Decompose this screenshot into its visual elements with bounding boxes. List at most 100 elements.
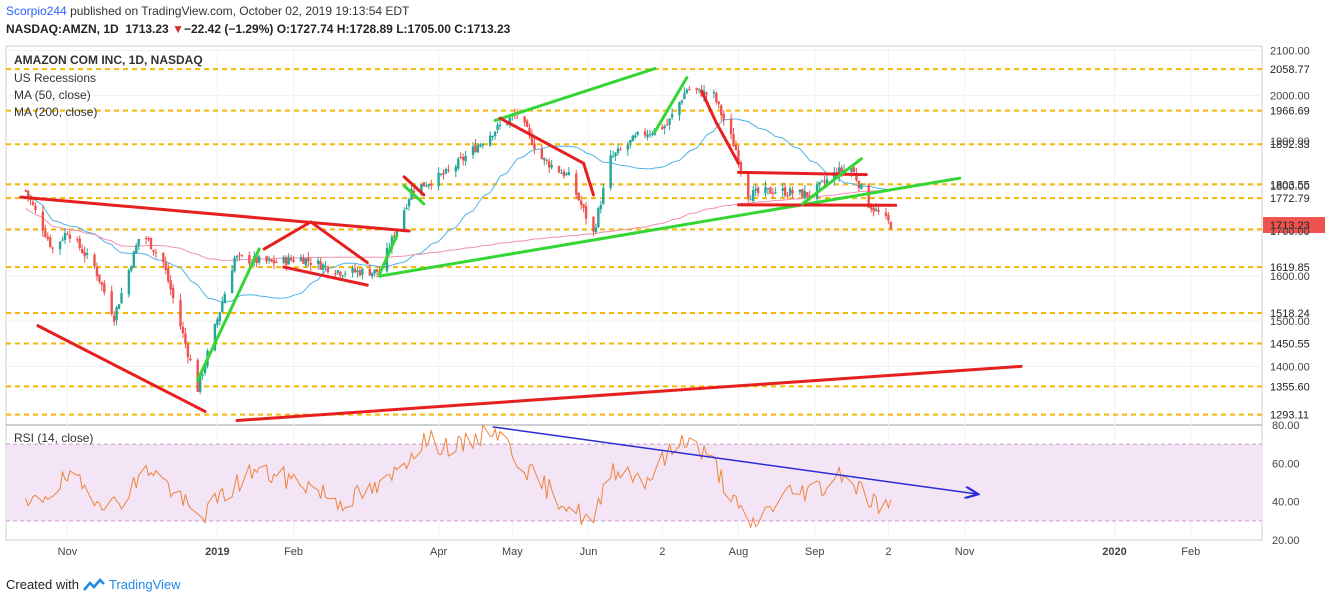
price-level-tag [1263,259,1325,276]
candle-body [444,168,448,174]
candle-body [528,127,531,134]
red-trendline [309,220,369,265]
axes: 1400.00 1500.00 1600.00 1700.00 1800.00 1900.… [58,46,1310,558]
candle-body [616,148,620,154]
rsi-pane [6,423,1262,529]
x-tick-label: 2 [659,546,665,558]
candle-body [739,162,743,171]
candle-body [857,180,861,189]
candle-body [884,212,888,216]
y-tick-label: 1400.00 [1270,361,1310,373]
rsi-tick-label: 40.00 [1272,497,1300,509]
x-tick-label: Aug [729,546,749,558]
candle-body [685,89,689,94]
candle-body [614,152,617,156]
candle-body [213,323,217,351]
price-level-tag [1263,136,1325,153]
candle-body [872,207,875,212]
candle-body [533,143,536,150]
candle-body [181,326,185,334]
candle-body [233,257,236,272]
price-level-tag [1263,335,1325,352]
candle-body [152,249,155,252]
candle-body [545,159,548,161]
price-level-label: 1966.69 [1270,106,1310,118]
candle-body [164,262,167,270]
candle-body [132,251,136,268]
tradingview-logo-icon [83,577,105,591]
candle-body [705,92,708,95]
candle-body [769,187,772,194]
candle-body [412,190,416,193]
candle-body [58,241,62,250]
last-price-tag [1263,217,1325,234]
candle-body [198,375,202,392]
red-trendline [714,121,740,165]
plot-frame [5,45,1263,541]
red-trendline [262,220,313,251]
candle-body [506,123,509,126]
price-level-label: 1619.85 [1270,262,1310,274]
candle-body [479,144,482,147]
price-level-label: 1355.60 [1270,381,1310,393]
author-link[interactable]: Scorpio244 [6,4,67,18]
candle-body [774,191,777,193]
candle-body [326,266,330,273]
candle-body [341,275,344,277]
candle-body [584,206,588,219]
price-levels: 2058.771966.691892.331803.551772.791703.… [6,61,1325,423]
price-level-tag [1263,378,1325,395]
candle-body [720,105,723,116]
candle-body [695,88,698,90]
high-value: 1728.89 [349,22,393,36]
candle-body [476,145,480,153]
rsi-tick-label: 80.00 [1272,420,1300,432]
candle-body [287,256,290,265]
candle-body [248,255,251,264]
x-tick-label: Nov [58,546,78,558]
candle-body [712,91,716,94]
y-tick-label: 2000.00 [1270,91,1310,103]
candle-body [154,252,158,254]
candle-body [579,200,583,205]
candle-body [405,207,408,209]
candle-body [781,188,784,192]
open-label: O: [276,22,291,36]
candle-body [609,155,612,188]
candle-body [867,184,870,208]
candle-body [184,333,187,344]
price-level-label: 1803.55 [1270,179,1310,191]
candle-body [80,248,84,254]
candle-body [167,268,170,282]
last-price: 1713.23 [125,22,169,36]
candle-body [737,149,740,164]
candle-body [68,234,72,239]
candle-body [651,133,654,136]
candle-body [602,188,605,205]
candle-body [663,126,666,129]
price-level-label: 1518.24 [1270,308,1310,320]
candle-body [646,134,649,138]
candle-body [887,214,890,221]
candle-body [567,172,571,176]
candle-body [577,193,580,201]
candle-body [634,135,637,138]
candle-body [169,280,172,290]
candle-body [240,255,244,257]
x-tick-label: May [502,546,523,558]
candle-body [855,173,858,181]
candle-body [339,271,342,276]
candle-body [112,315,116,322]
green-trendline [378,176,962,278]
candle-body [670,114,674,118]
ma200-line [25,190,891,261]
footer-brand[interactable]: TradingView [108,577,181,592]
symbol-bar: NASDAQ:AMZN, 1D 1713.23 ▼−22.42 (−1.29%)… [6,22,510,36]
close-value: 1713.23 [466,22,511,36]
candle-body [764,187,767,194]
candle-body [548,161,551,168]
green-trendline [653,76,689,134]
legend-title: AMAZON COM INC, 1D, NASDAQ [14,53,203,67]
candle-body [543,158,546,161]
